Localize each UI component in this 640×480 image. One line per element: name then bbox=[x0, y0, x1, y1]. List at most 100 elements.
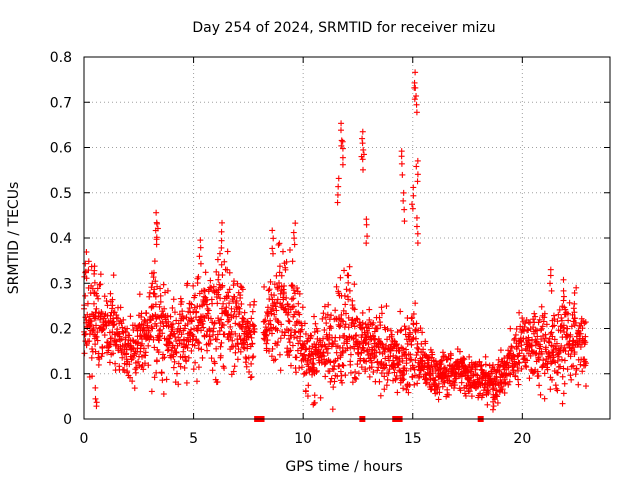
data-point bbox=[285, 317, 292, 324]
data-point bbox=[214, 300, 221, 307]
data-point bbox=[130, 327, 137, 334]
data-point bbox=[195, 322, 202, 329]
data-point bbox=[214, 331, 221, 338]
data-point bbox=[199, 354, 206, 361]
data-point bbox=[575, 381, 582, 388]
x-tick-labels: 0 5 10 15 20 bbox=[80, 431, 532, 447]
data-point bbox=[153, 369, 160, 376]
data-point bbox=[193, 308, 200, 315]
data-point bbox=[132, 369, 139, 376]
data-point bbox=[261, 283, 268, 290]
data-point bbox=[384, 376, 391, 383]
data-point bbox=[140, 366, 147, 373]
data-point bbox=[565, 317, 572, 324]
data-point bbox=[210, 283, 217, 290]
data-point bbox=[87, 321, 94, 328]
data-point bbox=[266, 286, 273, 293]
data-point bbox=[329, 406, 336, 413]
data-point bbox=[233, 313, 240, 320]
data-point bbox=[204, 310, 211, 317]
data-point bbox=[218, 244, 225, 251]
data-point bbox=[582, 383, 589, 390]
y-tick-label: 0.2 bbox=[50, 322, 72, 338]
data-point bbox=[339, 161, 346, 168]
data-point bbox=[325, 301, 332, 308]
data-point bbox=[298, 364, 305, 371]
data-point bbox=[516, 309, 523, 316]
data-point bbox=[273, 307, 280, 314]
data-point bbox=[341, 292, 348, 299]
data-point bbox=[124, 325, 131, 332]
data-point bbox=[248, 334, 255, 341]
data-point bbox=[203, 332, 210, 339]
data-point bbox=[515, 359, 522, 366]
data-point bbox=[339, 362, 346, 369]
data-point bbox=[248, 373, 255, 380]
y-tick-label: 0.3 bbox=[50, 276, 72, 292]
data-point bbox=[422, 380, 429, 387]
data-point bbox=[337, 368, 344, 375]
data-point bbox=[338, 372, 345, 379]
data-point bbox=[326, 332, 333, 339]
data-point bbox=[204, 347, 211, 354]
data-point bbox=[276, 263, 283, 270]
data-point bbox=[301, 351, 308, 358]
data-point bbox=[127, 313, 134, 320]
data-point bbox=[294, 335, 301, 342]
data-point bbox=[171, 309, 178, 316]
data-point bbox=[269, 250, 276, 257]
data-point bbox=[160, 323, 167, 330]
data-point bbox=[218, 339, 225, 346]
data-point bbox=[209, 367, 216, 374]
data-point bbox=[155, 349, 162, 356]
data-point bbox=[351, 306, 358, 313]
data-point bbox=[190, 366, 197, 373]
data-point bbox=[342, 372, 349, 379]
data-point bbox=[216, 250, 223, 257]
data-point bbox=[362, 366, 369, 373]
data-point bbox=[289, 282, 296, 289]
x-tick-label: 0 bbox=[80, 431, 89, 447]
data-point bbox=[274, 286, 281, 293]
data-point bbox=[234, 340, 241, 347]
data-point bbox=[310, 355, 317, 362]
data-point bbox=[178, 298, 185, 305]
data-point bbox=[293, 285, 300, 292]
data-point bbox=[145, 342, 152, 349]
data-point bbox=[336, 323, 343, 330]
data-point bbox=[324, 345, 331, 352]
data-point bbox=[286, 318, 293, 325]
data-point bbox=[228, 343, 235, 350]
data-point bbox=[88, 354, 95, 361]
data-point bbox=[413, 109, 420, 116]
data-point bbox=[304, 358, 311, 365]
data-point bbox=[342, 301, 349, 308]
data-point bbox=[558, 314, 565, 321]
data-point bbox=[151, 290, 158, 297]
data-point bbox=[490, 403, 497, 410]
data-point bbox=[221, 365, 228, 372]
data-point bbox=[248, 315, 255, 322]
data-point bbox=[338, 137, 345, 144]
data-point bbox=[272, 303, 279, 310]
data-point bbox=[279, 301, 286, 308]
data-point bbox=[410, 192, 417, 199]
data-point bbox=[338, 311, 345, 318]
data-point bbox=[359, 309, 366, 316]
data-point bbox=[328, 312, 335, 319]
data-point bbox=[274, 342, 281, 349]
data-point bbox=[238, 341, 245, 348]
data-point bbox=[224, 248, 231, 255]
data-point bbox=[218, 228, 225, 235]
data-point bbox=[265, 348, 272, 355]
data-point bbox=[270, 235, 277, 242]
data-point bbox=[275, 241, 282, 248]
data-point bbox=[214, 256, 221, 263]
data-point bbox=[317, 339, 324, 346]
data-point bbox=[160, 391, 167, 398]
data-point bbox=[328, 325, 335, 332]
data-point bbox=[96, 281, 103, 288]
data-point bbox=[414, 230, 421, 237]
data-point bbox=[224, 312, 231, 319]
data-point bbox=[358, 364, 365, 371]
